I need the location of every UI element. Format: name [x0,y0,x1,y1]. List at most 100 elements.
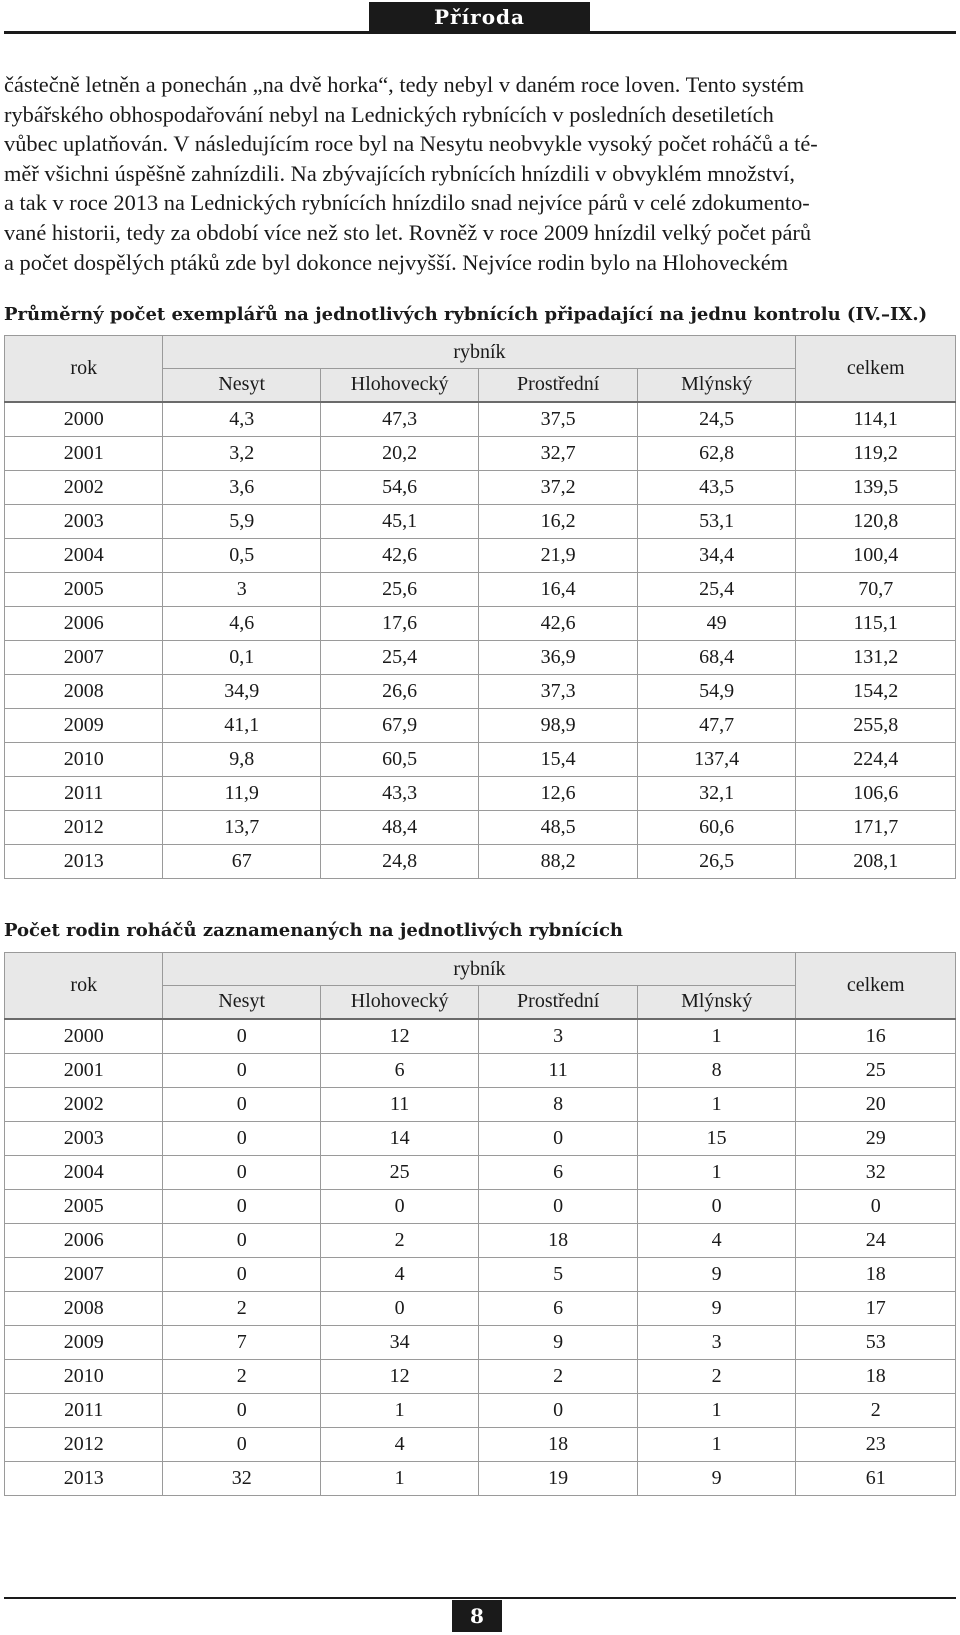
value-cell: 1 [636,1426,797,1462]
value-cell: 0 [162,1052,321,1088]
year-cell: 2003 [3,1120,164,1156]
value-cell: 12 [319,1358,480,1394]
value-cell: 9 [636,1460,797,1496]
year-cell: 2000 [3,1017,164,1054]
value-cell: 0 [162,1222,321,1258]
body-line: měř všichni úspěšně zahnízdili. Na zbýva… [4,160,795,186]
value-cell: 67 [162,843,321,879]
col-header-pond: Prostřední [478,368,638,402]
value-cell: 54,6 [319,469,480,505]
total-cell: 32 [795,1154,956,1190]
year-cell: 2004 [3,1154,164,1190]
table-row: 2010 2 12 2 2 18 [3,1358,956,1394]
value-cell: 0 [162,1086,321,1122]
table-row: 2008 34,9 26,6 37,3 54,9 154,2 [3,673,956,709]
value-cell: 34 [319,1324,480,1360]
body-line: vůbec uplatňován. V následujícím roce by… [4,131,818,157]
value-cell: 49 [636,605,797,641]
value-cell: 68,4 [636,639,797,675]
col-header-pond-group: rybník [162,952,797,986]
total-cell: 0 [795,1188,956,1224]
table-row: 2005 3 25,6 16,4 25,4 70,7 [3,571,956,607]
value-cell: 2 [162,1358,321,1394]
total-cell: 154,2 [795,673,956,709]
year-cell: 2012 [3,1426,164,1462]
table-row: 2009 7 34 9 3 53 [3,1324,956,1360]
value-cell: 26,5 [636,843,797,879]
body-paragraph: částečně letněn a ponechán „na dvě horka… [4,70,956,277]
table2-family-counts: rok rybník celkem Nesyt Hlohovecký Prost… [3,952,956,1496]
table-row: 2002 3,6 54,6 37,2 43,5 139,5 [3,469,956,505]
table-row: 2005 0 0 0 0 0 [3,1188,956,1224]
value-cell: 0 [478,1392,638,1428]
value-cell: 14 [319,1120,480,1156]
value-cell: 42,6 [319,537,480,573]
table-row: 2000 0 12 3 1 16 [3,1017,956,1054]
value-cell: 8 [636,1052,797,1088]
value-cell: 4,6 [162,605,321,641]
value-cell: 24,8 [319,843,480,879]
value-cell: 2 [162,1290,321,1326]
value-cell: 2 [319,1222,480,1258]
value-cell: 47,7 [636,707,797,743]
total-cell: 61 [795,1460,956,1496]
year-cell: 2011 [3,775,164,811]
total-cell: 17 [795,1290,956,1326]
table-row: 2011 11,9 43,3 12,6 32,1 106,6 [3,775,956,811]
table-row: 2003 0 14 0 15 29 [3,1120,956,1156]
value-cell: 5,9 [162,503,321,539]
value-cell: 0 [162,1188,321,1224]
year-cell: 2012 [3,809,164,845]
total-cell: 119,2 [795,435,956,471]
table-row: 2009 41,1 67,9 98,9 47,7 255,8 [3,707,956,743]
value-cell: 48,5 [478,809,638,845]
total-cell: 23 [795,1426,956,1462]
table-row: 2001 0 6 11 8 25 [3,1052,956,1088]
col-header-total: celkem [795,335,956,402]
value-cell: 0,5 [162,537,321,573]
total-cell: 139,5 [795,469,956,505]
value-cell: 98,9 [478,707,638,743]
total-cell: 53 [795,1324,956,1360]
year-cell: 2010 [3,741,164,777]
value-cell: 15,4 [478,741,638,777]
value-cell: 20,2 [319,435,480,471]
value-cell: 34,9 [162,673,321,709]
value-cell: 18 [478,1426,638,1462]
col-header-pond-group: rybník [162,335,797,369]
table1-title: Průměrný počet exemplářů na jednotlivých… [4,304,928,325]
value-cell: 6 [319,1052,480,1088]
col-header-year: rok [3,335,164,402]
value-cell: 43,5 [636,469,797,505]
table-row: 2013 32 1 19 9 61 [3,1460,956,1496]
value-cell: 67,9 [319,707,480,743]
value-cell: 12 [319,1017,480,1054]
total-cell: 20 [795,1086,956,1122]
table-row: 2004 0,5 42,6 21,9 34,4 100,4 [3,537,956,573]
value-cell: 1 [636,1154,797,1190]
table-row: 2006 0 2 18 4 24 [3,1222,956,1258]
value-cell: 5 [478,1256,638,1292]
value-cell: 43,3 [319,775,480,811]
value-cell: 9 [636,1256,797,1292]
value-cell: 26,6 [319,673,480,709]
value-cell: 3,6 [162,469,321,505]
value-cell: 32 [162,1460,321,1496]
value-cell: 36,9 [478,639,638,675]
col-header-year: rok [3,952,164,1019]
total-cell: 25 [795,1052,956,1088]
table-row: 2001 3,2 20,2 32,7 62,8 119,2 [3,435,956,471]
value-cell: 54,9 [636,673,797,709]
value-cell: 37,5 [478,400,638,437]
value-cell: 41,1 [162,707,321,743]
total-cell: 171,7 [795,809,956,845]
value-cell: 32,7 [478,435,638,471]
value-cell: 2 [478,1358,638,1394]
year-cell: 2003 [3,503,164,539]
table2-title: Počet rodin roháčů zaznamenaných na jedn… [4,920,624,941]
value-cell: 15 [636,1120,797,1156]
value-cell: 42,6 [478,605,638,641]
total-cell: 18 [795,1358,956,1394]
value-cell: 37,3 [478,673,638,709]
value-cell: 48,4 [319,809,480,845]
